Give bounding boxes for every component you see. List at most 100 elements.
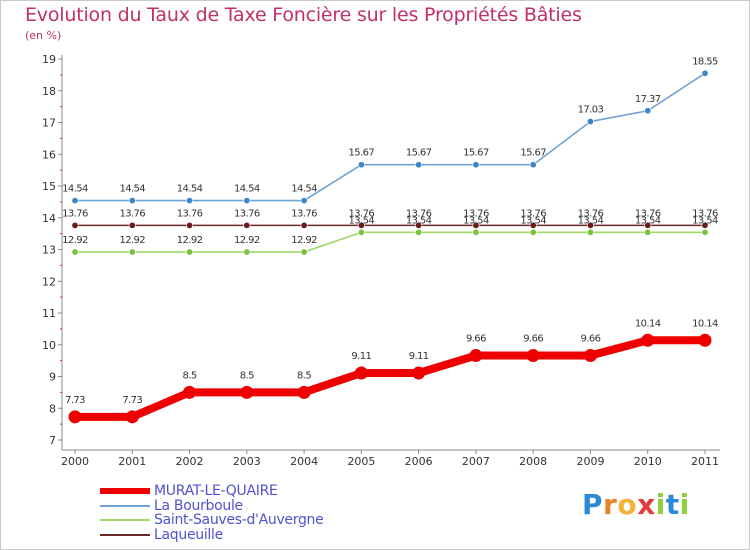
point-1: [701, 69, 709, 77]
point-murat: [526, 349, 540, 363]
data-label: 12.92: [291, 235, 317, 246]
y-tick-label: 15: [42, 180, 56, 193]
data-label: 9.66: [523, 334, 543, 345]
point-1: [128, 197, 136, 205]
data-label: 13.54: [692, 215, 718, 226]
legend-swatch-saint-sauves: [100, 519, 150, 521]
data-label: 17.03: [578, 105, 604, 116]
point-1: [472, 161, 480, 169]
data-label: 7.73: [122, 395, 142, 406]
point-murat: [583, 349, 597, 363]
legend-label-saint-sauves: Saint-Sauves-d'Auvergne: [154, 512, 324, 528]
chart-title: Evolution du Taux de Taxe Foncière sur l…: [25, 4, 582, 26]
data-label: 13.76: [635, 208, 661, 219]
data-label: 13.54: [349, 215, 375, 226]
point-2: [644, 228, 652, 236]
logo-letter: r: [603, 488, 618, 521]
data-label: 13.76: [177, 208, 203, 219]
data-label: 13.76: [291, 208, 317, 219]
point-3: [243, 221, 251, 229]
point-2: [529, 228, 537, 236]
data-label: 17.37: [635, 94, 661, 105]
point-1: [300, 197, 308, 205]
point-murat: [698, 333, 712, 347]
logo-letter: t: [665, 488, 680, 521]
data-label: 14.54: [62, 184, 88, 195]
data-label: 12.92: [234, 235, 260, 246]
data-label: 13.76: [520, 208, 546, 219]
point-murat: [412, 366, 426, 380]
point-2: [300, 248, 308, 256]
data-label: 8.5: [182, 370, 196, 381]
point-murat: [297, 385, 311, 399]
data-label: 9.11: [351, 351, 371, 362]
point-murat: [183, 385, 197, 399]
point-2: [243, 248, 251, 256]
data-label: 13.54: [578, 215, 604, 226]
point-murat: [354, 366, 368, 380]
data-label: 9.66: [466, 334, 486, 345]
data-label: 13.76: [119, 208, 145, 219]
data-label: 9.66: [581, 334, 601, 345]
data-label: 15.67: [349, 148, 375, 159]
data-label: 13.76: [349, 208, 375, 219]
series-line-murat: [75, 336, 705, 421]
point-murat: [641, 333, 655, 347]
point-3: [71, 221, 79, 229]
y-tick-label: 13: [42, 244, 56, 257]
y-tick-label: 11: [42, 307, 56, 320]
y-tick-label: 19: [42, 53, 56, 66]
legend-label-murat: MURAT-LE-QUAIRE: [154, 483, 278, 499]
point-1: [415, 161, 423, 169]
data-label: 15.67: [520, 148, 546, 159]
legend-swatch-laqueuille: [100, 533, 150, 536]
data-label: 8.5: [297, 370, 311, 381]
data-label: 15.67: [406, 148, 432, 159]
point-1: [586, 118, 594, 126]
y-tick-label: 14: [42, 212, 56, 225]
data-label: 13.76: [578, 208, 604, 219]
data-label: 14.54: [119, 184, 145, 195]
point-murat: [125, 410, 139, 424]
point-1: [186, 197, 194, 205]
point-2: [128, 248, 136, 256]
point-murat: [68, 410, 82, 424]
y-tick-label: 18: [42, 85, 56, 98]
data-label: 15.67: [463, 148, 489, 159]
data-label: 12.92: [119, 235, 145, 246]
point-2: [357, 228, 365, 236]
data-label: 8.5: [240, 370, 254, 381]
data-label: 13.76: [406, 208, 432, 219]
point-1: [243, 197, 251, 205]
data-label: 13.54: [406, 215, 432, 226]
y-tick-label: 16: [42, 148, 56, 161]
logo-letter: o: [617, 488, 638, 521]
point-3: [586, 221, 594, 229]
y-tick-label: 8: [49, 402, 56, 415]
data-label: 10.14: [692, 318, 718, 329]
logo-letter: i: [679, 488, 690, 521]
x-tick-label: 2001: [118, 455, 146, 468]
point-3: [128, 221, 136, 229]
point-murat: [240, 385, 254, 399]
x-tick-label: 2009: [576, 455, 604, 468]
data-label: 12.92: [62, 235, 88, 246]
series-line-2: [75, 231, 705, 253]
point-1: [529, 161, 537, 169]
data-label: 13.54: [520, 215, 546, 226]
data-label: 14.54: [291, 184, 317, 195]
data-label: 9.11: [409, 351, 429, 362]
point-1: [357, 161, 365, 169]
legend-swatch-murat: [100, 488, 150, 494]
data-label: 10.14: [635, 318, 661, 329]
point-1: [644, 107, 652, 115]
point-3: [300, 221, 308, 229]
data-label: 13.54: [635, 215, 661, 226]
proxiti-logo: Proxiti: [582, 488, 690, 521]
legend-label-laqueuille: Laqueuille: [154, 526, 223, 543]
unit-label: (en %): [25, 29, 62, 42]
x-tick-label: 2002: [176, 455, 204, 468]
x-tick-label: 2011: [691, 455, 719, 468]
data-label: 13.76: [692, 208, 718, 219]
data-label: 7.73: [65, 395, 85, 406]
